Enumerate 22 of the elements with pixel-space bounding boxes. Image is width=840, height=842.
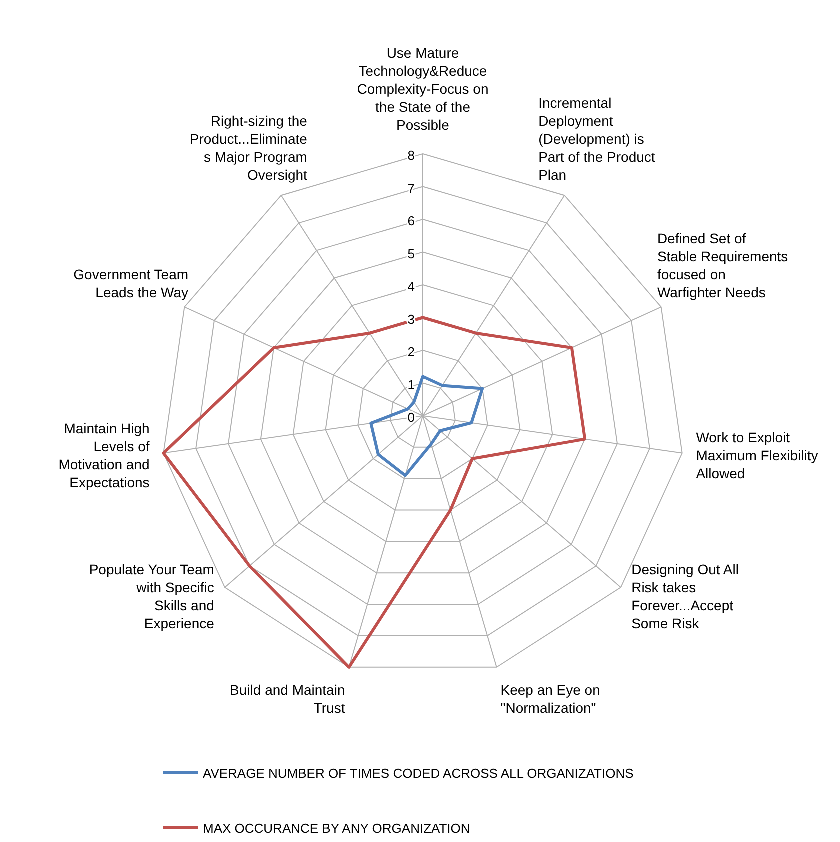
y-tick-label: 7 bbox=[408, 180, 415, 196]
y-tick-label: 2 bbox=[408, 344, 415, 360]
y-tick-label: 8 bbox=[408, 148, 415, 163]
spoke-label: Keep an Eye on "Normalization" bbox=[500, 682, 600, 716]
spoke-label: Use Mature Technology&Reduce Complexity-Focus on the State of the Possible bbox=[357, 45, 489, 133]
spoke-label: Right-sizing the Product...Eliminates Major Program Oversight bbox=[190, 112, 308, 183]
spoke-label: Incremental Deployment (Development) is Part of the Product Plan bbox=[538, 94, 656, 183]
y-tick-label: 0 bbox=[408, 410, 415, 425]
y-tick-label: 5 bbox=[408, 246, 415, 262]
spoke-label: Work to Exploit Maximum Flexibility Allowed bbox=[696, 429, 818, 482]
legend-label: AVERAGE NUMBER OF TIMES CODED ACROSS ALL ORGANIZATIONS bbox=[203, 766, 634, 781]
spoke-label: Designing Out All Risk takes Forever...Accept Some Risk bbox=[632, 562, 739, 632]
y-tick-label: 1 bbox=[408, 377, 415, 392]
spoke-label: Government Team Leads the Way bbox=[74, 266, 189, 300]
spoke-label: Defined Set of Stable Requirements focused on Warfighter Needs bbox=[657, 230, 788, 300]
y-tick-label: 6 bbox=[408, 214, 415, 228]
spoke-label: Populate Your Team with Specific Skills and Experience bbox=[89, 562, 215, 632]
y-tick-label: 4 bbox=[408, 279, 415, 294]
legend-label: MAX OCCURANCE BY ANY ORGANIZATION bbox=[203, 821, 470, 836]
spoke-label: Maintain High Levels of Motivation and Expectations bbox=[58, 420, 150, 490]
spoke-label: Build and Maintain Trust bbox=[230, 682, 346, 716]
y-tick-label: 3 bbox=[408, 312, 415, 327]
